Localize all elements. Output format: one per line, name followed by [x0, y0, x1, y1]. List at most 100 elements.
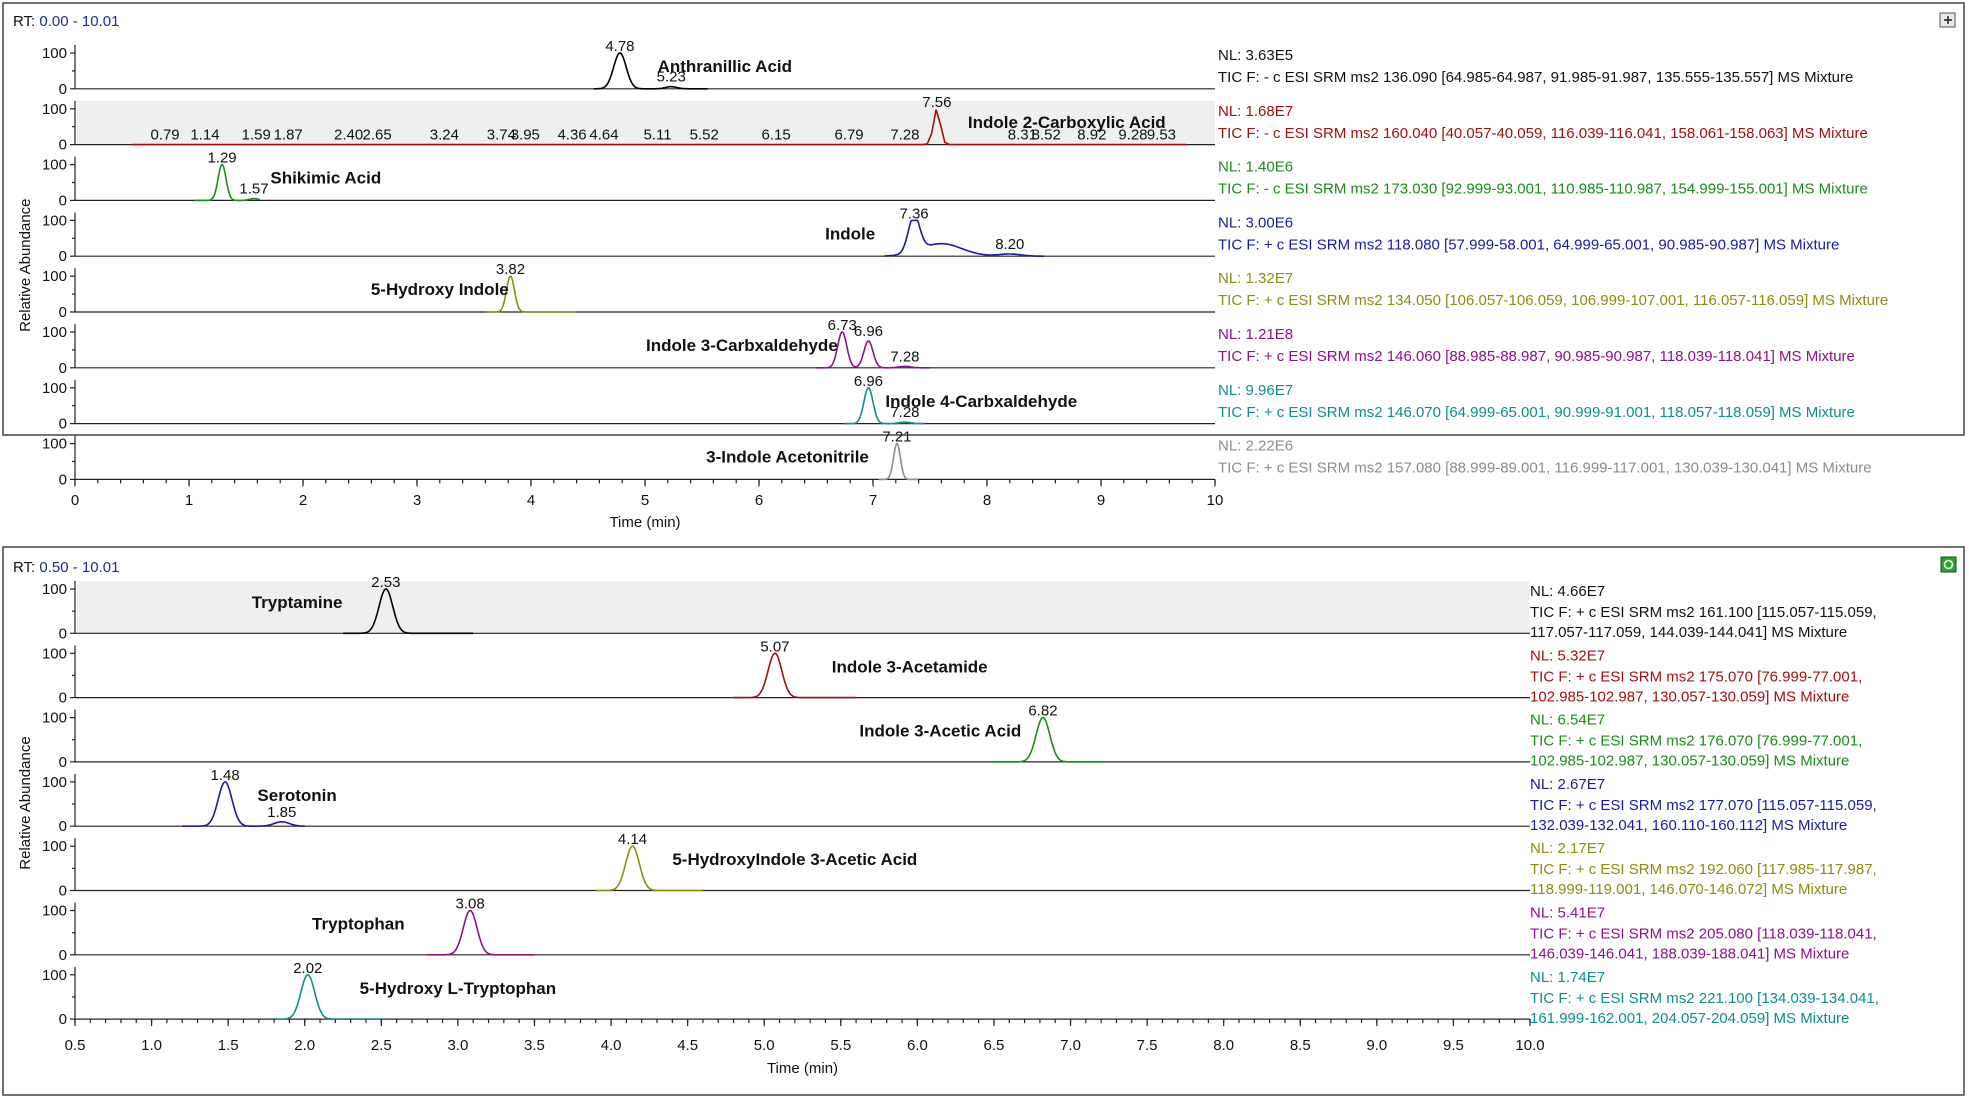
peak-rt-label: 4.64 — [589, 127, 618, 144]
peak-rt-label: 7.36 — [899, 205, 928, 222]
compound-name-label: Indole — [825, 224, 875, 243]
x-tick-label: 0 — [71, 492, 79, 509]
scan-filter-text: 118.999-119.001, 146.070-146.072] MS Mix… — [1530, 881, 1847, 898]
x-tick-label: 8.0 — [1213, 1037, 1234, 1054]
peak-rt-label: 7.56 — [922, 94, 951, 111]
peak-rt-label: 4.14 — [618, 831, 647, 848]
y-tick-label-0: 0 — [59, 248, 67, 265]
selected-trace-background — [77, 581, 1530, 634]
peak-rt-label: 1.59 — [242, 127, 271, 144]
peak-rt-label: 8.31 — [1008, 127, 1037, 144]
x-tick-label: 3.0 — [447, 1037, 468, 1054]
chromatogram-trace — [884, 219, 1044, 257]
x-tick-label: 5.0 — [754, 1037, 775, 1054]
peak-rt-label: 7.21 — [882, 429, 911, 446]
x-tick-label: 10.0 — [1515, 1037, 1544, 1054]
y-tick-label-0: 0 — [59, 818, 67, 835]
y-tick-label-0: 0 — [59, 690, 67, 707]
chromatogram-trace — [816, 331, 930, 369]
x-tick-label: 1.0 — [141, 1037, 162, 1054]
chart-panel-1 — [2, 2, 1965, 436]
x-tick-label: 2 — [299, 492, 307, 509]
compound-name-label: Indole 3-Carbxaldehyde — [646, 336, 838, 355]
chromatogram-trace — [182, 781, 305, 827]
y-tick-label-0: 0 — [59, 883, 67, 900]
compound-name-label: Tryptophan — [312, 915, 405, 934]
chromatogram-trace — [993, 716, 1102, 763]
chromatogram-trace — [132, 109, 1187, 146]
x-tick-label: 9 — [1097, 492, 1105, 509]
peak-rt-label: 2.53 — [371, 574, 400, 591]
x-tick-label: 7.5 — [1137, 1037, 1158, 1054]
peak-rt-label: 6.15 — [761, 127, 790, 144]
scan-filter-text: 132.039-132.041, 160.110-160.112] MS Mix… — [1530, 817, 1847, 834]
compound-name-label: 3-Indole Acetonitrile — [706, 448, 869, 467]
scan-filter-text: TIC F: - c ESI SRM ms2 136.090 [64.985-6… — [1218, 69, 1853, 86]
x-tick-label: 10 — [1207, 492, 1224, 509]
normalization-level: NL: 5.32E7 — [1530, 647, 1605, 664]
y-tick-label-0: 0 — [59, 137, 67, 154]
y-axis-title: Relative Abundance — [17, 736, 34, 869]
chromatogram-trace — [844, 386, 925, 425]
peak-rt-label: 7.28 — [890, 404, 919, 421]
compound-name-label: Indole 3-Acetamide — [832, 657, 988, 676]
normalization-level: NL: 1.68E7 — [1218, 103, 1293, 120]
refresh-icon-glyph — [1943, 559, 1954, 570]
x-tick-label: 3 — [413, 492, 421, 509]
scan-filter-text: TIC F: - c ESI SRM ms2 160.040 [40.057-4… — [1218, 125, 1868, 142]
scan-filter-text: TIC F: + c ESI SRM ms2 157.080 [88.999-8… — [1218, 460, 1872, 477]
x-tick-label: 5.5 — [830, 1037, 851, 1054]
scan-filter-text: TIC F: + c ESI SRM ms2 118.080 [57.999-5… — [1218, 236, 1839, 253]
chromatogram-trace — [194, 163, 260, 202]
y-tick-label-100: 100 — [42, 268, 67, 285]
x-tick-label: 5 — [641, 492, 649, 509]
peak-rt-label: 1.57 — [239, 181, 268, 198]
scan-filter-text: 161.999-162.001, 204.057-204.059] MS Mix… — [1530, 1010, 1849, 1027]
y-tick-label-0: 0 — [59, 81, 67, 98]
peak-rt-label: 9.28 — [1118, 127, 1147, 144]
scan-filter-text: TIC F: - c ESI SRM ms2 173.030 [92.999-9… — [1218, 181, 1868, 198]
peak-rt-label: 5.23 — [657, 69, 686, 86]
peak-rt-label: 3.24 — [430, 127, 459, 144]
y-tick-label-100: 100 — [42, 967, 67, 984]
rt-range-value: 0.50 - 10.01 — [39, 559, 119, 576]
y-tick-label-0: 0 — [59, 471, 67, 488]
x-tick-label: 1 — [185, 492, 193, 509]
x-tick-label: 2.5 — [371, 1037, 392, 1054]
rt-range-label: RT: 0.00 - 10.01 — [13, 13, 119, 30]
chromatogram-trace — [485, 275, 577, 313]
peak-rt-label: 6.79 — [834, 127, 863, 144]
peak-rt-label: 6.73 — [828, 317, 857, 334]
compound-name-label: Indole 4-Carbxaldehyde — [885, 392, 1077, 411]
normalization-level: NL: 1.40E6 — [1218, 159, 1293, 176]
refresh-icon[interactable] — [1940, 556, 1957, 573]
peak-rt-label: 8.52 — [1032, 127, 1061, 144]
y-tick-label-100: 100 — [42, 212, 67, 229]
scan-filter-text: TIC F: + c ESI SRM ms2 175.070 [76.999-7… — [1530, 668, 1862, 685]
chromatogram-trace — [593, 52, 708, 90]
scan-filter-text: TIC F: + c ESI SRM ms2 146.070 [64.999-6… — [1218, 404, 1855, 421]
x-tick-label: 6 — [755, 492, 763, 509]
scan-filter-text: 102.985-102.987, 130.057-130.059] MS Mix… — [1530, 688, 1849, 705]
y-tick-label-100: 100 — [42, 101, 67, 118]
normalization-level: NL: 1.74E7 — [1530, 969, 1605, 986]
x-tick-label: 7 — [869, 492, 877, 509]
x-tick-label: 0.5 — [65, 1037, 86, 1054]
scan-filter-text: TIC F: + c ESI SRM ms2 134.050 [106.057-… — [1218, 292, 1888, 309]
peak-rt-label: 3.95 — [511, 127, 540, 144]
peak-rt-label: 6.96 — [854, 323, 883, 340]
peak-rt-label: 1.85 — [267, 804, 296, 821]
y-tick-label-0: 0 — [59, 1011, 67, 1028]
peak-rt-label: 6.96 — [854, 373, 883, 390]
scan-filter-text: TIC F: + c ESI SRM ms2 205.080 [118.039-… — [1530, 926, 1877, 943]
chromatogram-trace — [595, 845, 703, 892]
y-tick-label-0: 0 — [59, 947, 67, 964]
peak-rt-label: 5.11 — [643, 127, 671, 144]
peak-rt-label: 1.29 — [207, 150, 236, 167]
peak-rt-label: 2.65 — [362, 127, 391, 144]
peak-rt-label: 1.14 — [190, 127, 219, 144]
normalization-level: NL: 4.66E7 — [1530, 583, 1605, 600]
peak-rt-label: 4.36 — [557, 127, 586, 144]
